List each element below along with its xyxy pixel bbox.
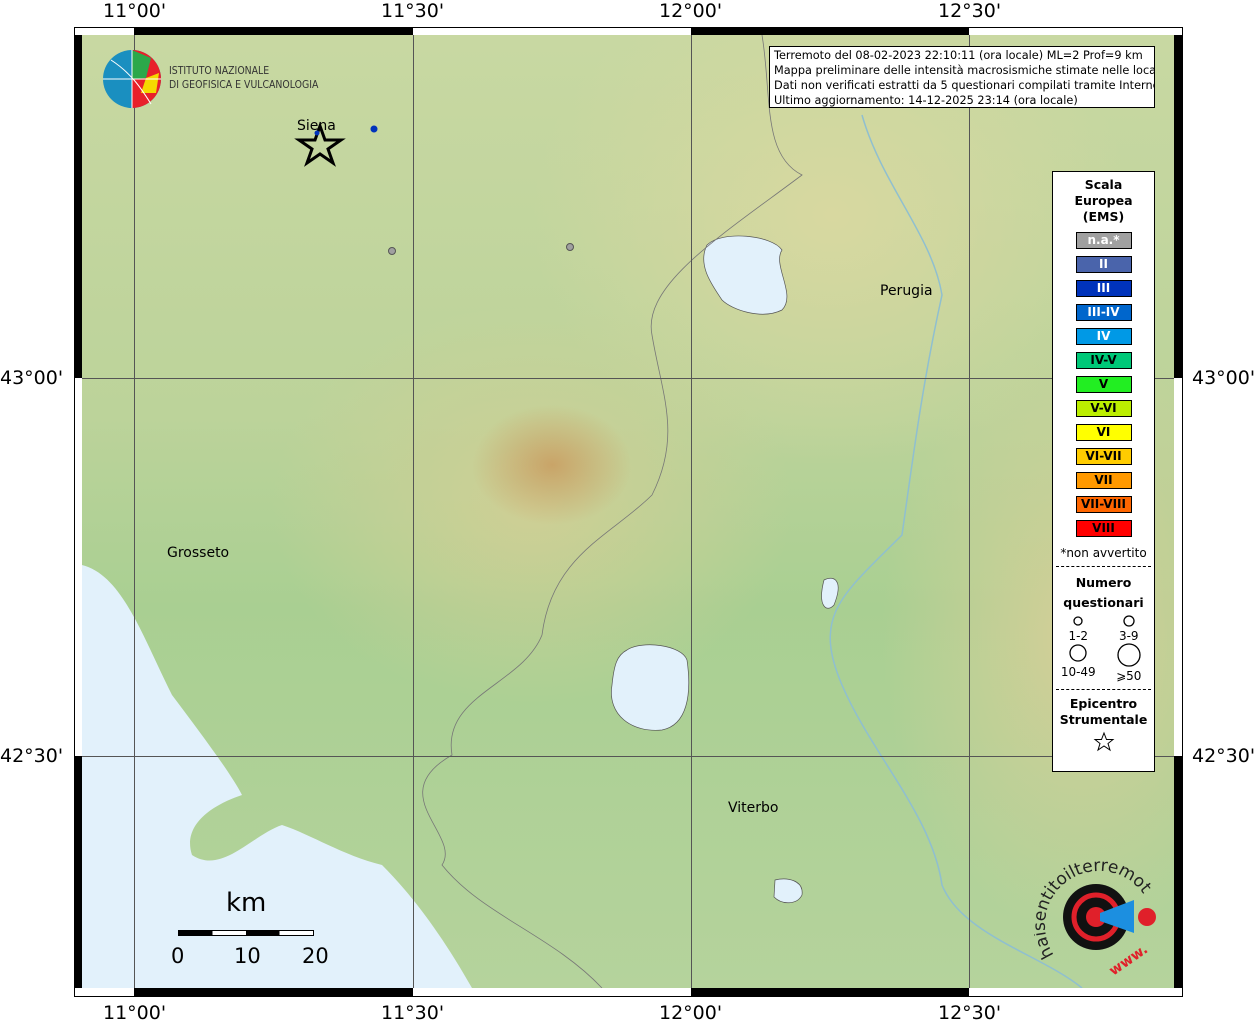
- map-area[interactable]: [82, 35, 1174, 988]
- city-label-grosseto: Grosseto: [167, 545, 230, 561]
- scale-label: 0: [171, 944, 185, 968]
- lon-tick-bottom: 11°00': [103, 1002, 167, 1024]
- legend-swatch-n-a-: n.a.*: [1075, 232, 1132, 249]
- region-border: [422, 35, 803, 988]
- info-line: Mappa preliminare delle intensità macros…: [774, 64, 1155, 77]
- lat-tick-left: 43°00': [0, 367, 64, 389]
- legend-note: *non avvertito: [1060, 546, 1147, 560]
- lon-tick-top: 11°30': [381, 0, 445, 22]
- lat-tick-right: 43°00': [1192, 367, 1256, 389]
- info-line: Terremoto del 08-02-2023 22:10:11 (ora l…: [774, 49, 1143, 62]
- legend-panel: Scala Europea (EMS) n.a.* II III III-IV IV IV…: [1052, 171, 1155, 772]
- scale-label: 20: [302, 944, 329, 968]
- legend-swatch-vii-viii: VII-VIII: [1075, 496, 1132, 513]
- legend-title: (EMS): [1082, 209, 1125, 224]
- legend-swatch-vi: VI: [1075, 424, 1132, 441]
- info-line: Dati non verificati estratti da 5 questi…: [774, 79, 1155, 92]
- river-tevere: [829, 114, 1083, 988]
- count-label: 10-49: [1060, 665, 1096, 679]
- legend-swatch-iv-v: IV-V: [1075, 352, 1132, 369]
- city-label-viterbo: Viterbo: [728, 800, 779, 816]
- haisentito-logo[interactable]: haisentitoilterremoto.it www.: [1029, 840, 1164, 984]
- legend-count-title: Numero: [1075, 575, 1132, 590]
- lon-tick-top: 11°00': [103, 0, 167, 22]
- info-line: Ultimo aggiornamento: 14-12-2025 23:14 (…: [774, 94, 1078, 107]
- ingv-logo: [101, 48, 163, 114]
- scale-bar: [178, 930, 314, 936]
- lake-vico: [773, 878, 803, 904]
- lon-tick-bottom: 12°00': [659, 1002, 723, 1024]
- lake-trasimeno: [703, 235, 788, 315]
- lon-tick-top: 12°30': [938, 0, 1002, 22]
- lon-tick-top: 12°00': [659, 0, 723, 22]
- legend-swatch-viii: VIII: [1075, 520, 1132, 537]
- lake-corbara: [821, 577, 839, 609]
- legend-swatch-v-vi: V-VI: [1075, 400, 1132, 417]
- scale-label: 10: [234, 944, 261, 968]
- count-label: ⩾50: [1116, 669, 1142, 683]
- sea: [82, 565, 472, 988]
- legend-swatch-ii: II: [1075, 256, 1132, 273]
- legend-title: Europea: [1074, 193, 1133, 208]
- scale-unit: km: [226, 888, 267, 918]
- lon-tick-bottom: 11°30': [381, 1002, 445, 1024]
- ingv-name-line2: DI GEOFISICA E VULCANOLOGIA: [169, 78, 319, 91]
- count-label: 1-2: [1068, 629, 1089, 643]
- count-label: 3-9: [1118, 629, 1139, 643]
- lake-bolsena: [611, 644, 690, 731]
- lon-tick-bottom: 12°30': [938, 1002, 1002, 1024]
- legend-swatch-iii: III: [1075, 280, 1132, 297]
- city-label-siena: Siena: [297, 118, 336, 134]
- ingv-name-line1: ISTITUTO NAZIONALE: [169, 64, 270, 77]
- legend-swatch-vi-vii: VI-VII: [1075, 448, 1132, 465]
- legend-swatch-vii: VII: [1075, 472, 1132, 489]
- event-info-box: Terremoto del 08-02-2023 22:10:11 (ora l…: [769, 46, 1155, 108]
- haisentito-www: www.: [1106, 941, 1151, 979]
- legend-swatch-iii-iv: III-IV: [1075, 304, 1132, 321]
- legend-epicenter-title: Strumentale: [1059, 712, 1148, 727]
- legend-title: Scala: [1084, 177, 1123, 192]
- epicenter-star-icon: [1093, 731, 1114, 752]
- lat-tick-right: 42°30': [1192, 745, 1256, 767]
- legend-epicenter-title: Epicentro: [1069, 696, 1138, 711]
- legend-swatch-iv: IV: [1075, 328, 1132, 345]
- lat-tick-left: 42°30': [0, 745, 64, 767]
- legend-count-title: questionari: [1063, 595, 1144, 610]
- city-label-perugia: Perugia: [880, 283, 933, 299]
- legend-swatch-v: V: [1075, 376, 1132, 393]
